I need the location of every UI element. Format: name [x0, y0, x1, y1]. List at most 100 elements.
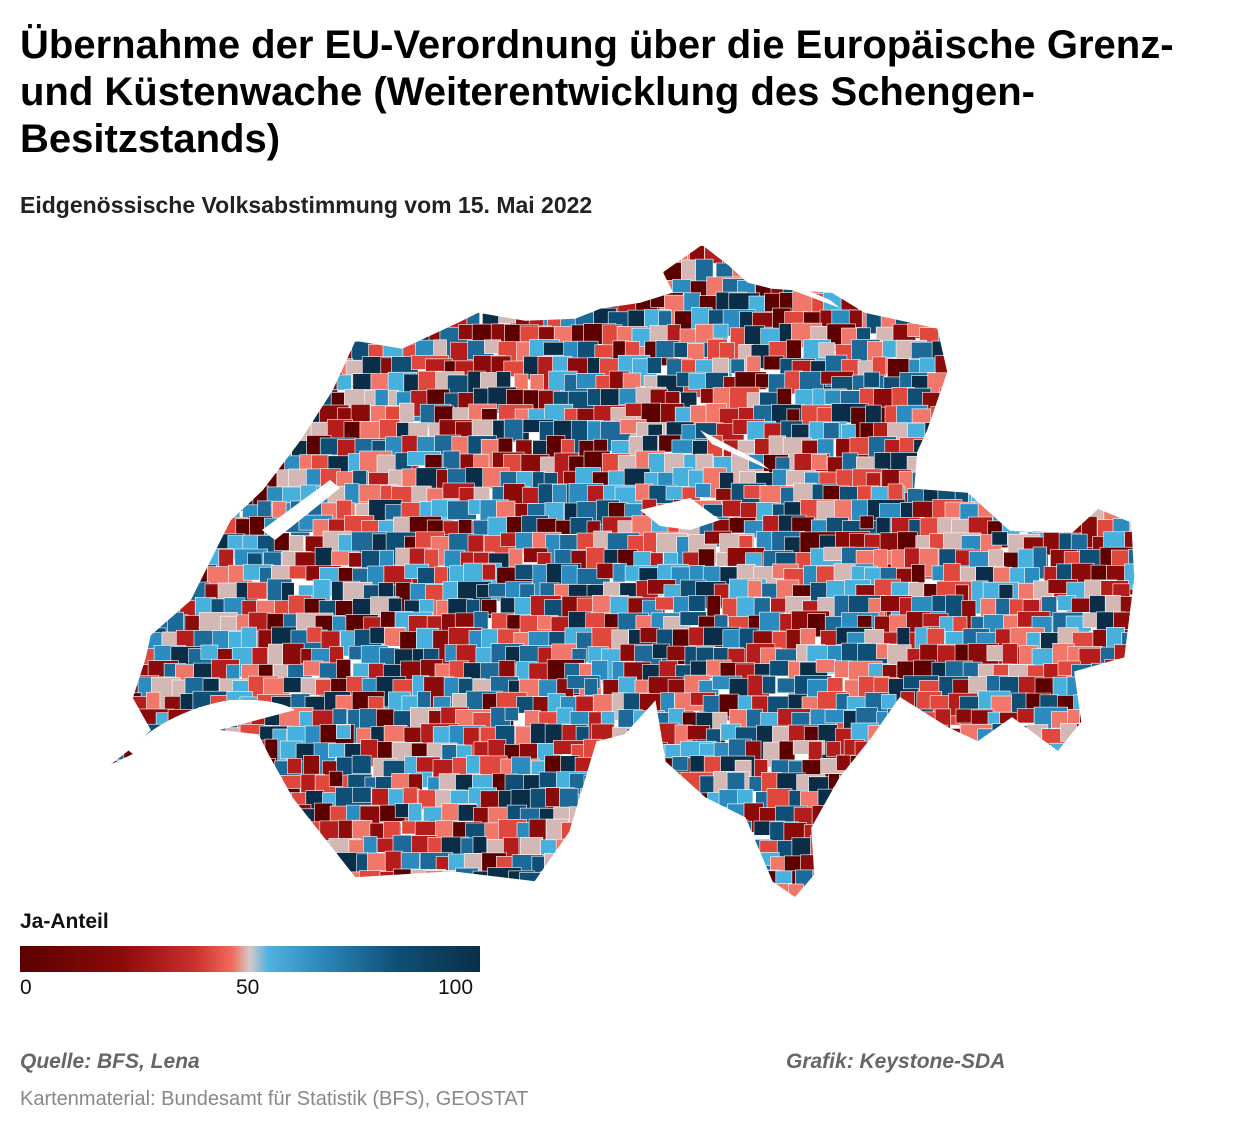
municipality-cell — [420, 310, 454, 327]
municipality-cell — [924, 422, 939, 462]
municipality-cell — [211, 277, 232, 292]
municipality-cell — [351, 244, 375, 270]
municipality-cell — [1121, 819, 1135, 852]
municipality-cell — [178, 310, 206, 330]
municipality-cell — [129, 597, 160, 620]
municipality-cell — [209, 819, 237, 840]
municipality-cell — [258, 244, 273, 269]
municipality-cell — [143, 306, 173, 343]
municipality-cell — [191, 404, 230, 435]
municipality-cell — [1124, 531, 1135, 554]
municipality-cell — [458, 230, 494, 243]
municipality-cell — [1023, 820, 1062, 845]
municipality-cell — [115, 275, 151, 307]
municipality-cell — [626, 246, 648, 276]
municipality-cell — [650, 868, 672, 883]
municipality-cell — [151, 486, 172, 523]
municipality-cell — [299, 867, 337, 896]
municipality-cell — [348, 258, 363, 287]
municipality-cell — [208, 791, 227, 811]
municipality-cell — [731, 869, 755, 898]
municipality-cell — [1036, 905, 1070, 910]
municipality-cell — [1012, 790, 1033, 813]
municipality-cell — [260, 340, 298, 354]
municipality-cell — [435, 247, 450, 266]
municipality-cell — [136, 259, 171, 284]
municipality-cell — [194, 437, 230, 456]
municipality-cell — [166, 869, 199, 898]
municipality-cell — [166, 548, 186, 580]
municipality-cell — [120, 516, 143, 531]
municipality-cell — [1051, 773, 1077, 809]
municipality-cell — [250, 261, 278, 285]
municipality-cell — [986, 327, 1023, 346]
municipality-cell — [595, 789, 633, 820]
municipality-cell — [303, 308, 339, 346]
municipality-cell — [985, 871, 1021, 898]
municipality-cell — [792, 244, 811, 261]
municipality-cell — [1139, 342, 1154, 367]
municipality-cell — [960, 757, 976, 786]
municipality-cell — [559, 246, 596, 281]
municipality-cell — [1064, 451, 1098, 478]
municipality-cell — [262, 424, 277, 457]
municipality-cell — [1067, 868, 1102, 894]
municipality-cell — [1043, 278, 1058, 318]
municipality-cell — [1011, 343, 1033, 373]
municipality-cell — [1145, 520, 1160, 545]
municipality-cell — [676, 818, 693, 837]
municipality-cell — [947, 757, 961, 793]
municipality-cell — [128, 309, 154, 348]
municipality-cell — [105, 691, 129, 720]
municipality-cell — [182, 806, 222, 825]
municipality-cell — [639, 727, 654, 760]
municipality-cell — [553, 292, 575, 315]
municipality-cell — [856, 902, 881, 910]
municipality-cell — [481, 563, 496, 581]
municipality-cell — [340, 309, 365, 327]
municipality-cell — [159, 436, 189, 461]
municipality-cell — [583, 774, 613, 798]
municipality-cell — [119, 326, 141, 343]
municipality-cell — [797, 901, 824, 910]
municipality-cell — [444, 644, 459, 662]
municipality-cell — [906, 264, 937, 280]
municipality-cell — [1081, 899, 1116, 910]
municipality-cell — [937, 421, 961, 457]
municipality-cell — [156, 515, 190, 536]
municipality-cell — [152, 905, 181, 910]
municipality-cell — [938, 326, 978, 346]
municipality-cell — [187, 244, 211, 251]
municipality-cell — [1099, 738, 1130, 775]
municipality-cell — [946, 276, 977, 306]
municipality-cell — [223, 373, 250, 390]
municipality-cell — [155, 357, 183, 374]
municipality-cell — [865, 759, 886, 788]
municipality-cell — [642, 850, 674, 874]
municipality-cell — [1032, 484, 1049, 503]
municipality-cell — [938, 803, 958, 843]
municipality-cell — [152, 547, 172, 580]
municipality-cell — [1146, 871, 1167, 906]
municipality-cell — [211, 851, 242, 889]
municipality-cell — [250, 244, 274, 255]
municipality-cell — [980, 884, 1016, 898]
municipality-cell — [200, 387, 229, 418]
municipality-cell — [1002, 802, 1042, 837]
municipality-cell — [999, 354, 1016, 383]
municipality-cell — [167, 326, 184, 342]
municipality-cell — [1032, 455, 1063, 471]
municipality-cell — [1050, 356, 1084, 378]
municipality-cell — [1073, 436, 1107, 451]
municipality-cell — [1068, 423, 1092, 462]
municipality-cell — [1100, 387, 1135, 406]
municipality-cell — [105, 259, 116, 287]
municipality-cell — [1105, 307, 1125, 323]
municipality-cell — [1122, 726, 1135, 764]
municipality-cell — [105, 516, 118, 531]
municipality-cell — [409, 261, 433, 275]
municipality-cell — [960, 856, 982, 892]
municipality-cell — [175, 882, 194, 898]
municipality-cell — [1155, 438, 1184, 474]
municipality-cell — [880, 856, 901, 888]
